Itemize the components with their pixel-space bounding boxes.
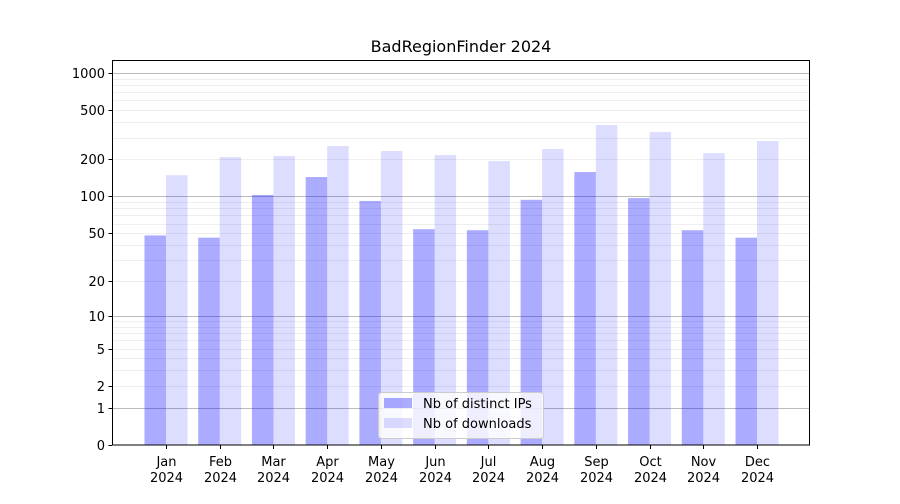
month-label: Nov (691, 455, 717, 470)
legend-label: Nb of distinct IPs (423, 397, 532, 412)
y-tick-label: 1 (97, 402, 105, 417)
month-label: Aug (530, 455, 555, 470)
legend-label: Nb of downloads (423, 417, 532, 432)
x-tick-label: Aug 2024 (526, 455, 559, 486)
year-label: 2024 (526, 471, 559, 486)
bar-downloads-sep (595, 124, 618, 445)
bar-ips-jun (413, 229, 435, 445)
bar-downloads-jun (434, 155, 457, 446)
bar-ips-jan (144, 235, 166, 445)
x-tick-label: Jul 2024 (472, 455, 505, 486)
bar-downloads-oct (649, 132, 672, 445)
bar-ips-may (359, 200, 381, 445)
y-tick-label: 100 (80, 190, 105, 205)
y-tick-label: 5 (97, 343, 105, 358)
year-label: 2024 (634, 471, 667, 486)
axes-frame (112, 60, 810, 446)
legend: Nb of distinct IPs Nb of downloads (378, 392, 544, 439)
bar-downloads-mar (273, 156, 295, 446)
year-label: 2024 (419, 471, 452, 486)
bar-ips-sep (574, 172, 596, 445)
x-tick-label: Jun 2024 (419, 455, 452, 486)
month-label: Jun (424, 455, 445, 470)
x-tick-label: Sep 2024 (580, 455, 613, 486)
year-label: 2024 (311, 471, 344, 486)
x-tick-label: Apr 2024 (311, 455, 344, 486)
y-tick-label: 1000 (72, 67, 105, 82)
y-tick-label: 2 (97, 380, 105, 395)
month-label: Jul (480, 455, 497, 470)
bar-downloads-feb (219, 157, 242, 445)
month-label: Dec (745, 455, 770, 470)
month-label: Feb (209, 455, 232, 470)
bar-ips-jul (466, 230, 489, 445)
year-label: 2024 (365, 471, 398, 486)
bar-downloads-jul (488, 161, 510, 445)
grid (112, 73, 810, 409)
bars (144, 124, 779, 446)
y-tick-label: 20 (88, 275, 105, 290)
bar-ips-mar (251, 194, 274, 445)
bar-downloads-nov (703, 153, 725, 445)
month-label: Apr (316, 455, 339, 470)
bar-downloads-aug (542, 148, 564, 446)
chart-title: BadRegionFinder 2024 (371, 37, 552, 56)
bar-downloads-dec (757, 141, 779, 445)
bar-ips-feb (198, 237, 220, 445)
year-label: 2024 (472, 471, 505, 486)
y-tick-label: 200 (80, 153, 105, 168)
year-label: 2024 (580, 471, 613, 486)
x-tick-label: Mar 2024 (257, 455, 290, 486)
bar-ips-aug (520, 199, 543, 445)
year-label: 2024 (204, 471, 237, 486)
month-label: Jan (155, 455, 176, 470)
legend-swatch (384, 398, 412, 408)
x-tick-label: Nov 2024 (687, 455, 720, 486)
year-label: 2024 (687, 471, 720, 486)
y-tick-label: 50 (88, 227, 105, 242)
bar-downloads-may (380, 151, 403, 445)
bar-downloads-jan (166, 175, 188, 445)
y-tick-label: 500 (80, 104, 105, 119)
bar-ips-apr (305, 177, 328, 445)
bar-ips-dec (735, 237, 757, 445)
year-label: 2024 (741, 471, 774, 486)
month-label: Oct (639, 455, 661, 470)
legend-swatch (384, 418, 412, 428)
month-label: Mar (261, 455, 286, 470)
bar-ips-oct (628, 198, 650, 445)
x-tick-label: Oct 2024 (634, 455, 667, 486)
year-label: 2024 (257, 471, 290, 486)
x-tick-label: Feb 2024 (204, 455, 237, 486)
bar-ips-nov (681, 230, 704, 445)
legend-box (378, 392, 544, 439)
year-label: 2024 (150, 471, 183, 486)
month-label: Sep (584, 455, 609, 470)
x-tick-label: May 2024 (365, 455, 398, 486)
month-label: May (368, 455, 395, 470)
bar-downloads-apr (327, 145, 349, 445)
y-axis: 0 1 2 5 10 20 50 100 200 500 1000 (72, 67, 112, 454)
x-tick-label: Dec 2024 (741, 455, 774, 486)
y-tick-label: 0 (97, 439, 105, 454)
x-tick-label: Jan 2024 (150, 455, 183, 486)
y-tick-label: 10 (88, 310, 105, 325)
